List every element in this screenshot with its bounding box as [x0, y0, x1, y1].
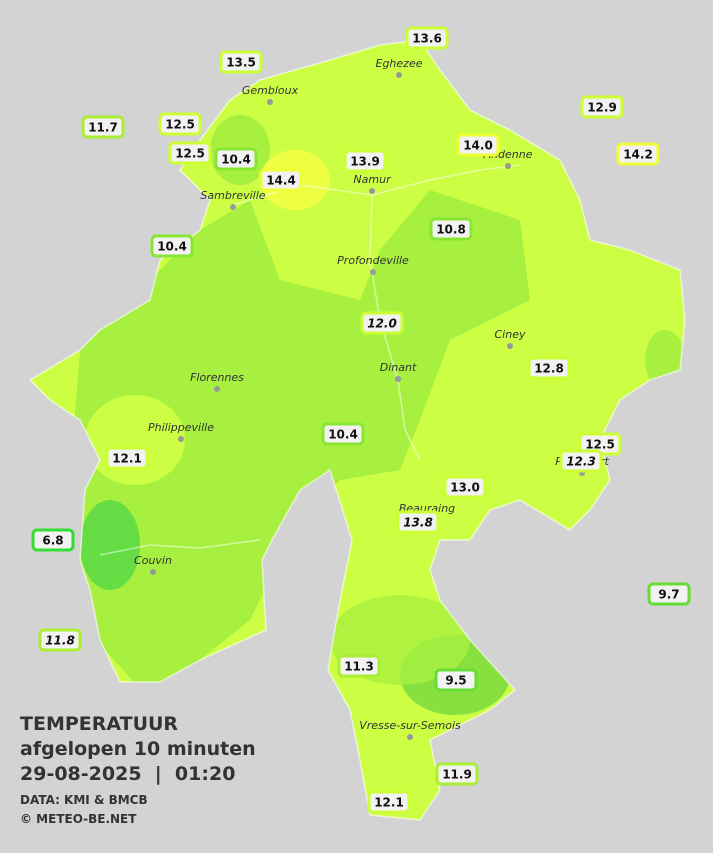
labels: EghezeeGemblouxAndenneNamurSambrevillePr… — [31, 26, 691, 814]
station-temperature: 12.1 — [374, 796, 404, 810]
city-label: Profondeville — [337, 254, 409, 267]
station-temperature: 12.9 — [587, 101, 617, 115]
station-box — [360, 311, 404, 335]
station-temperature: 12.5 — [175, 147, 205, 161]
title: TEMPERATUUR — [20, 713, 178, 735]
station-box — [321, 422, 365, 446]
station-temperature: 12.1 — [112, 452, 142, 466]
station-temperature: 10.4 — [157, 240, 187, 254]
station-temperature: 12.0 — [367, 317, 397, 331]
station-box — [580, 95, 624, 119]
station-temperature: 11.7 — [88, 121, 118, 135]
station-box — [81, 115, 125, 139]
city-dot — [150, 569, 156, 575]
station-temperature: 11.3 — [344, 660, 374, 674]
source: DATA: KMI & BMCB — [20, 793, 148, 807]
city-dot — [370, 269, 376, 275]
station-temperature: 11.9 — [442, 768, 472, 782]
city-label: Namur — [353, 173, 392, 186]
city-label: Florennes — [190, 371, 244, 384]
station-temperature: 12.8 — [534, 362, 564, 376]
station-temperature: 10.4 — [328, 428, 358, 442]
station-box — [214, 147, 258, 171]
station-temperature: 12.3 — [566, 455, 596, 469]
station-box — [405, 26, 449, 50]
station-temperature: 9.7 — [658, 588, 679, 602]
station-box — [219, 50, 263, 74]
station-box — [38, 628, 82, 652]
station-box — [343, 149, 387, 173]
station-temperature: 12.5 — [165, 118, 195, 132]
subtitle: afgelopen 10 minuten — [20, 738, 256, 760]
station-temperature: 13.5 — [226, 56, 256, 70]
city-dot — [230, 204, 236, 210]
station-box — [429, 217, 473, 241]
city-label: Couvin — [134, 554, 172, 567]
city-label: Vresse-sur-Semois — [359, 719, 461, 732]
station-box — [434, 668, 478, 692]
city-dot — [369, 188, 375, 194]
station-box — [259, 168, 303, 192]
title-block: TEMPERATUUR afgelopen 10 minuten 29-08-2… — [20, 713, 256, 826]
station-temperature: 11.8 — [45, 634, 75, 648]
city-label: Ciney — [495, 328, 526, 341]
station-temperature: 10.4 — [221, 153, 251, 167]
station-box — [31, 528, 75, 552]
city-label: Dinant — [380, 361, 417, 374]
station-box — [396, 510, 440, 534]
station-temperature: 9.5 — [445, 674, 466, 688]
station-temperature: 10.8 — [436, 223, 466, 237]
city-dot — [395, 376, 401, 382]
city-dot — [507, 343, 513, 349]
station-box — [527, 356, 571, 380]
station-temperature: 6.8 — [42, 534, 63, 548]
city-label: Eghezee — [376, 57, 423, 70]
station-box — [367, 790, 411, 814]
station-box — [443, 475, 487, 499]
station-temperature: 12.5 — [585, 438, 615, 452]
city-label: Sambreville — [200, 189, 265, 202]
station-temperature: 14.4 — [266, 174, 296, 188]
station-box — [647, 582, 691, 606]
station-temperature: 13.0 — [450, 481, 480, 495]
station-box — [435, 762, 479, 786]
credit: © METEO-BE.NET — [20, 812, 137, 826]
station-box — [337, 654, 381, 678]
city-dot — [396, 72, 402, 78]
city-dot — [505, 163, 511, 169]
station-box — [456, 133, 500, 157]
city-dot — [267, 99, 273, 105]
station-box — [158, 112, 202, 136]
station-box — [168, 141, 212, 165]
station-box — [616, 142, 660, 166]
timestamp: 29-08-2025 | 01:20 — [20, 763, 235, 785]
station-temperature: 14.0 — [463, 139, 493, 153]
city-dot — [407, 734, 413, 740]
station-box — [559, 449, 603, 473]
station-temperature: 14.2 — [623, 148, 653, 162]
station-box — [105, 446, 149, 470]
city-label: Gembloux — [242, 84, 299, 97]
station-box — [150, 234, 194, 258]
city-dot — [214, 386, 220, 392]
station-temperature: 13.8 — [403, 516, 433, 530]
city-label: Philippeville — [148, 421, 214, 434]
city-dot — [178, 436, 184, 442]
station-temperature: 13.6 — [412, 32, 442, 46]
station-temperature: 13.9 — [350, 155, 380, 169]
